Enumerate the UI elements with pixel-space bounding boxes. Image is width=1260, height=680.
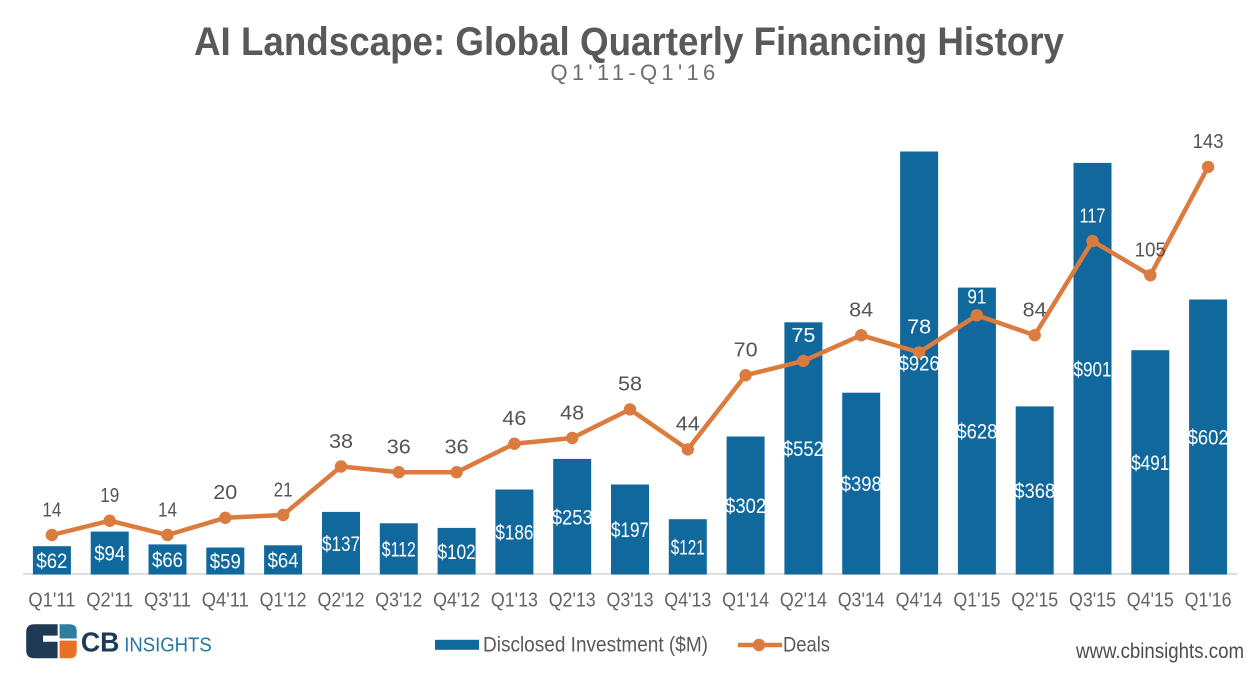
- svg-text:$62: $62: [36, 550, 67, 573]
- svg-text:44: 44: [676, 414, 700, 436]
- svg-text:Q4'15: Q4'15: [1127, 590, 1174, 612]
- svg-text:Deals: Deals: [783, 634, 830, 657]
- svg-text:36: 36: [445, 437, 469, 459]
- svg-text:$121: $121: [671, 537, 705, 560]
- svg-text:14: 14: [158, 499, 177, 521]
- svg-text:Q3'11: Q3'11: [144, 590, 191, 612]
- svg-text:Q3'12: Q3'12: [375, 590, 422, 612]
- svg-text:$59: $59: [210, 551, 241, 574]
- svg-text:38: 38: [329, 431, 353, 453]
- svg-text:84: 84: [1023, 300, 1047, 322]
- svg-text:14: 14: [42, 499, 61, 521]
- svg-text:21: 21: [274, 479, 293, 501]
- svg-text:Q3'13: Q3'13: [607, 590, 654, 612]
- svg-text:$552: $552: [783, 438, 824, 461]
- svg-text:$398: $398: [841, 473, 882, 496]
- svg-text:Q1'14: Q1'14: [722, 590, 769, 612]
- svg-text:$102: $102: [438, 541, 476, 564]
- svg-text:$186: $186: [495, 522, 533, 545]
- svg-text:$197: $197: [611, 519, 649, 542]
- svg-text:$64: $64: [268, 550, 299, 573]
- svg-text:CB: CB: [81, 626, 120, 657]
- svg-text:Q2'13: Q2'13: [549, 590, 596, 612]
- svg-text:Q2'14: Q2'14: [780, 590, 827, 612]
- svg-text:$137: $137: [322, 533, 360, 556]
- svg-text:$628: $628: [956, 421, 997, 444]
- svg-text:Q4'13: Q4'13: [664, 590, 711, 612]
- svg-text:Q1'13: Q1'13: [491, 590, 538, 612]
- svg-text:$901: $901: [1074, 358, 1112, 381]
- svg-text:Q1'16: Q1'16: [1185, 590, 1232, 612]
- svg-text:Q3'15: Q3'15: [1069, 590, 1116, 612]
- svg-text:$926: $926: [899, 353, 940, 376]
- svg-text:91: 91: [967, 287, 986, 309]
- svg-text:Q4'11: Q4'11: [202, 590, 249, 612]
- svg-text:143: 143: [1193, 131, 1224, 153]
- svg-text:Q1'11-Q1'16: Q1'11-Q1'16: [550, 60, 719, 85]
- svg-text:58: 58: [618, 374, 642, 396]
- svg-text:78: 78: [907, 317, 931, 339]
- svg-text:$94: $94: [94, 543, 125, 566]
- svg-text:$253: $253: [552, 506, 593, 529]
- svg-text:Q2'15: Q2'15: [1011, 590, 1058, 612]
- svg-text:46: 46: [502, 408, 526, 430]
- svg-text:84: 84: [849, 300, 873, 322]
- svg-text:Disclosed Investment ($M): Disclosed Investment ($M): [483, 634, 708, 657]
- svg-text:105: 105: [1135, 240, 1166, 262]
- svg-text:$302: $302: [725, 495, 766, 518]
- svg-text:Q1'12: Q1'12: [260, 590, 307, 612]
- svg-text:$368: $368: [1014, 480, 1055, 503]
- svg-text:20: 20: [213, 482, 237, 504]
- svg-text:$491: $491: [1131, 452, 1169, 475]
- svg-text:70: 70: [734, 340, 758, 362]
- svg-text:Q1'15: Q1'15: [953, 590, 1000, 612]
- svg-text:AI Landscape: Global Quarterly: AI Landscape: Global Quarterly Financing…: [194, 20, 1065, 64]
- svg-text:INSIGHTS: INSIGHTS: [124, 634, 212, 656]
- svg-text:$602: $602: [1188, 427, 1229, 450]
- svg-text:Q4'14: Q4'14: [896, 590, 943, 612]
- svg-text:$112: $112: [382, 539, 416, 562]
- svg-text:Q3'14: Q3'14: [838, 590, 885, 612]
- svg-text:48: 48: [560, 402, 584, 424]
- svg-text:www.cbinsights.com: www.cbinsights.com: [1075, 640, 1244, 663]
- svg-text:19: 19: [100, 485, 119, 507]
- svg-text:75: 75: [791, 325, 815, 347]
- svg-text:$66: $66: [152, 549, 183, 572]
- svg-text:36: 36: [387, 437, 411, 459]
- svg-text:Q4'12: Q4'12: [433, 590, 480, 612]
- svg-text:Q2'12: Q2'12: [318, 590, 365, 612]
- svg-text:117: 117: [1080, 205, 1106, 227]
- svg-text:Q2'11: Q2'11: [86, 590, 133, 612]
- svg-text:Q1'11: Q1'11: [28, 590, 75, 612]
